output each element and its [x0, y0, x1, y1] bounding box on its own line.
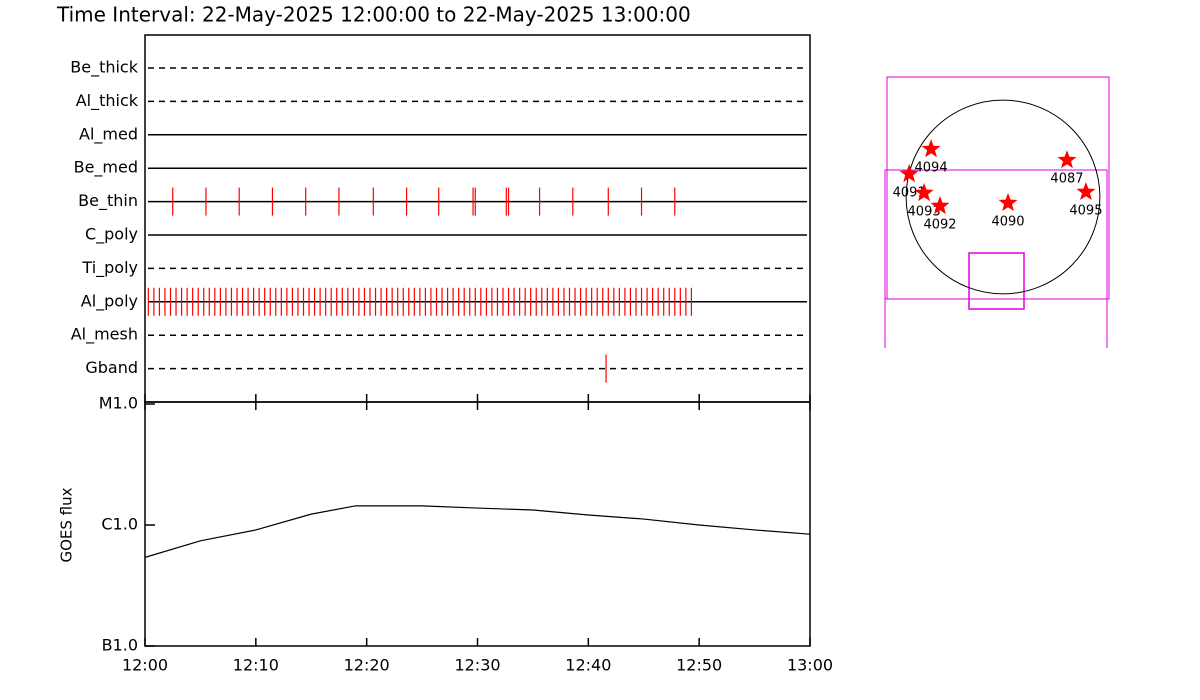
- region-label: 4087: [1050, 172, 1083, 187]
- y-tick-label: B1.0: [102, 636, 138, 655]
- region-marker: [930, 196, 950, 215]
- title: Time Interval: 22-May-2025 12:00:00 to 2…: [56, 3, 691, 27]
- filter-label: Al_mesh: [71, 325, 138, 345]
- solar-disk: [905, 99, 1101, 295]
- filter-label: Al_thick: [76, 91, 139, 111]
- x-tick-label: 12:20: [344, 656, 390, 675]
- x-tick-label: 12:00: [122, 656, 168, 675]
- region-marker: [1076, 182, 1096, 200]
- y-axis-label: GOES flux: [58, 487, 76, 562]
- region-marker: [998, 193, 1018, 211]
- y-tick-label: C1.0: [101, 515, 138, 534]
- region-label: 4090: [991, 214, 1024, 229]
- filter-label: Gband: [85, 358, 138, 377]
- filter-label: Be_med: [74, 158, 138, 178]
- x-tick-label: 12:30: [454, 656, 500, 675]
- filter-label: Be_thin: [78, 191, 138, 211]
- fov-boxes: [884, 76, 1110, 348]
- region-marker: [914, 183, 934, 202]
- region-marker: [899, 164, 919, 183]
- timeline-frame: [144, 34, 811, 403]
- x-tick-label: 12:10: [233, 656, 279, 675]
- filter-label: Ti_poly: [81, 258, 138, 278]
- filter-label: Be_thick: [70, 58, 138, 78]
- x-tick-label: 12:50: [676, 656, 722, 675]
- goes-frame: [144, 401, 811, 647]
- filter-label: Al_poly: [81, 291, 138, 311]
- region-marker: [921, 139, 941, 158]
- y-tick-label: M1.0: [99, 394, 138, 413]
- region-marker: [1057, 150, 1077, 169]
- filter-label: C_poly: [85, 225, 138, 245]
- x-tick-label: 12:40: [565, 656, 611, 675]
- region-label: 4093: [908, 204, 941, 219]
- region-label: 4091: [893, 185, 926, 200]
- region-label: 4092: [923, 217, 956, 232]
- filter-label: Al_med: [79, 124, 138, 144]
- region-label: 4094: [915, 161, 948, 176]
- goes-curve: [144, 505, 811, 558]
- x-tick-label: 13:00: [787, 656, 833, 675]
- region-label: 4095: [1069, 203, 1102, 218]
